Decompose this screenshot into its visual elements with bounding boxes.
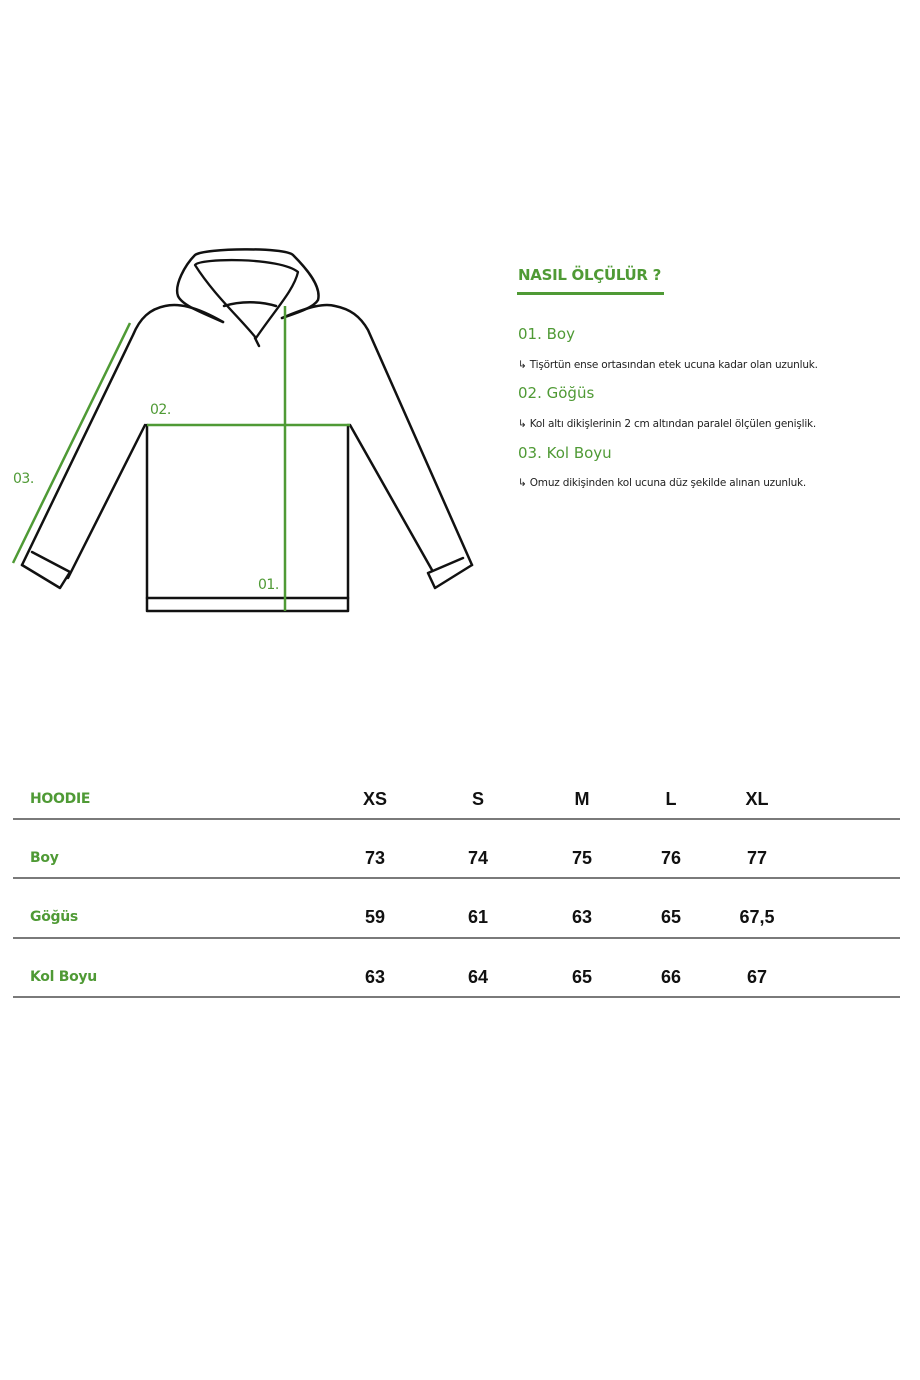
table-cell: 63 — [571, 907, 593, 927]
table-cell: 67,5 — [739, 907, 775, 927]
table-divider — [13, 877, 900, 879]
row-label: Göğüs — [30, 909, 78, 925]
table-divider — [13, 937, 900, 939]
measurement-lines — [11, 306, 350, 611]
table-row: Boy 73 74 75 76 77 — [0, 843, 920, 873]
table-cell: 73 — [364, 848, 386, 868]
table-cell: 65 — [571, 967, 593, 987]
size-header: XS — [362, 789, 387, 809]
table-divider — [13, 818, 900, 820]
chest-label: 02. — [150, 402, 171, 418]
table-cell: 77 — [746, 848, 768, 868]
sleeve-label: 03. — [13, 471, 34, 487]
guide-item-desc: ↳ Tişörtün ense ortasından etek ucuna ka… — [518, 359, 818, 371]
table-cell: 67 — [746, 967, 768, 987]
guide-item-desc: ↳ Omuz dikişinden kol ucuna düz şekilde … — [518, 477, 807, 489]
hoodie-measurement-diagram — [11, 248, 474, 613]
size-header: XL — [745, 789, 769, 809]
table-cell: 66 — [660, 967, 682, 987]
size-header: S — [471, 789, 484, 809]
guide-title: NASIL ÖLÇÜLÜR ? — [518, 266, 662, 284]
table-cell: 64 — [467, 967, 489, 987]
row-label: Boy — [30, 850, 59, 866]
table-title: HOODIE — [30, 791, 91, 807]
length-label: 01. — [258, 577, 279, 593]
table-cell: 61 — [467, 907, 489, 927]
size-header: L — [665, 789, 677, 809]
table-cell: 76 — [660, 848, 682, 868]
table-row: Kol Boyu 63 64 65 66 67 — [0, 962, 920, 992]
guide-item-desc: ↳ Kol altı dikişlerinin 2 cm altından pa… — [518, 418, 817, 430]
table-header-row: HOODIE XS S M L XL — [0, 784, 920, 814]
table-cell: 59 — [364, 907, 386, 927]
hoodie-outline — [20, 248, 474, 613]
table-cell: 75 — [571, 848, 593, 868]
table-divider — [13, 996, 900, 998]
row-label: Kol Boyu — [30, 969, 97, 985]
size-header: M — [574, 789, 590, 809]
guide-item-title: 01. Boy — [518, 325, 575, 343]
table-cell: 65 — [660, 907, 682, 927]
sleeve-line — [11, 322, 132, 564]
guide-title-underline — [517, 292, 664, 295]
guide-item-title: 03. Kol Boyu — [518, 444, 612, 462]
guide-item-title: 02. Göğüs — [518, 384, 595, 402]
table-cell: 63 — [364, 967, 386, 987]
table-cell: 74 — [467, 848, 489, 868]
table-row: Göğüs 59 61 63 65 67,5 — [0, 902, 920, 932]
